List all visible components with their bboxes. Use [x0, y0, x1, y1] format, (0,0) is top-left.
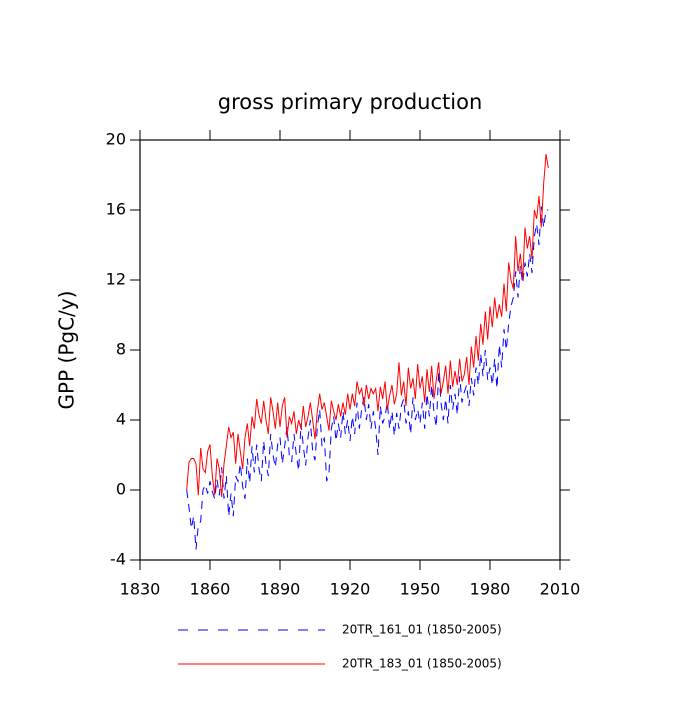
- x-tick-label: 1830: [120, 580, 161, 599]
- y-tick-label: 8: [116, 340, 126, 359]
- x-tick-label: 1890: [260, 580, 301, 599]
- y-tick-label: 16: [106, 200, 126, 219]
- x-tick-label: 1980: [470, 580, 511, 599]
- y-tick-label: -4: [110, 550, 126, 569]
- legend-label: 20TR_161_01 (1850-2005): [342, 623, 502, 637]
- y-tick-label: 4: [116, 410, 126, 429]
- y-tick-label: 20: [106, 130, 126, 149]
- series-line: [186, 206, 549, 550]
- x-tick-label: 1920: [330, 580, 371, 599]
- x-tick-label: 1860: [190, 580, 231, 599]
- chart-title: gross primary production: [218, 90, 483, 114]
- y-axis-label: GPP (PgC/y): [55, 291, 79, 410]
- x-tick-label: 2010: [540, 580, 581, 599]
- legend-label: 20TR_183_01 (1850-2005): [342, 657, 502, 671]
- plot-frame: [139, 139, 561, 561]
- y-tick-label: 0: [116, 480, 126, 499]
- x-tick-label: 1950: [400, 580, 441, 599]
- y-tick-label: 12: [106, 270, 126, 289]
- series-line: [186, 153, 549, 498]
